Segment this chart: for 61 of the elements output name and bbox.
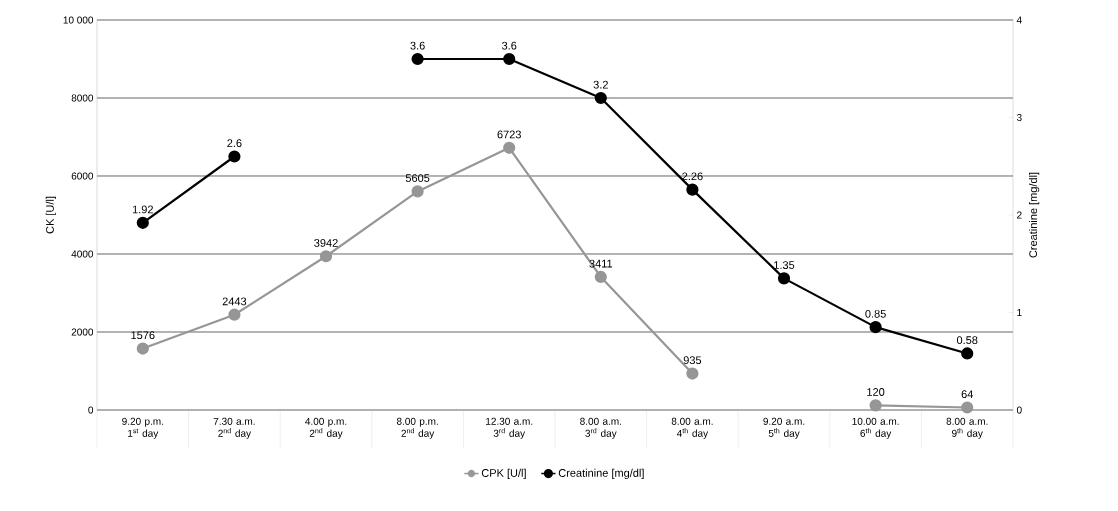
y-tick-label: 6000: [71, 172, 94, 180]
y2-tick-label: 3: [1016, 113, 1022, 122]
data-label: 0.85: [865, 309, 886, 318]
point: [503, 141, 516, 154]
y2-tick-label: 4: [1016, 16, 1022, 24]
y2-tick-label: 0: [1016, 406, 1022, 414]
point: [228, 150, 241, 163]
data-label: 1.92: [132, 205, 153, 214]
point: [777, 272, 791, 285]
data-label: 2.26: [682, 172, 703, 181]
data-label: 64: [961, 390, 973, 399]
y-axis-title: CK [U/l]: [45, 196, 57, 234]
y2-tick-label: 2: [1017, 211, 1022, 219]
y-tick-label: 8000: [71, 94, 94, 102]
point: [411, 52, 424, 66]
data-label: 2.6: [227, 139, 242, 148]
data-label: 3.6: [410, 41, 425, 50]
point: [686, 183, 699, 196]
point: [594, 91, 607, 105]
point: [319, 250, 333, 263]
point: [136, 216, 149, 229]
data-label: 935: [683, 356, 702, 365]
y2-tick-label: 1: [1017, 309, 1022, 316]
data-label: 1576: [131, 331, 155, 340]
y2-axis-title: Creatinine [mg/dl]: [1028, 172, 1040, 258]
data-label: 1.35: [774, 261, 795, 269]
point: [594, 270, 607, 284]
data-label: 3.6: [501, 41, 517, 50]
x-tick-label: 8.00 a.m. 4$^{th}$ day: [671, 417, 713, 439]
x-tick-label: 8.00 p.m. 2$^{nd}$ day: [396, 417, 438, 439]
point: [136, 342, 149, 355]
x-tick-label: 4.00 p.m. 2$^{nd}$ day: [305, 417, 347, 439]
x-tick-label: 12.30 a.m. 3$^{rd}$ day: [486, 417, 533, 439]
point: [686, 367, 699, 380]
x-tick-label: 7.30 a.m. 2$^{nd}$ day: [213, 417, 255, 439]
legend-label: Creatinine [mg/dl]: [558, 468, 644, 480]
point: [503, 52, 516, 66]
x-tick-label: 9.20 p.m. 1$^{st}$ day: [122, 417, 164, 439]
x-tick-label: 9.20 a.m. 5$^{th}$ day: [763, 417, 805, 439]
y-tick-label: 4000: [71, 250, 94, 258]
point: [869, 321, 882, 334]
y-tick-label: 10 000: [63, 16, 94, 24]
data-label: 6723: [497, 130, 521, 139]
point: [411, 185, 424, 198]
data-label: 0.58: [956, 336, 978, 345]
legend-label: CPK [U/l]: [481, 468, 526, 480]
point: [869, 399, 882, 412]
point: [228, 308, 241, 321]
data-label: 120: [867, 388, 885, 396]
data-label: 5605: [405, 174, 430, 182]
y-tick-label: 2000: [71, 328, 94, 336]
data-label: 3411: [589, 259, 613, 268]
point: [961, 401, 974, 414]
y-tick-label: 0: [88, 406, 94, 414]
data-label: 2443: [222, 297, 247, 306]
data-label: 3942: [314, 239, 338, 247]
x-tick-label: 8.00 a.m. 9$^{th}$ day: [946, 417, 988, 439]
data-label: 3.2: [593, 80, 608, 89]
x-tick-label: 10.00 a.m. 6$^{th}$ day: [852, 417, 899, 439]
point: [961, 347, 974, 360]
x-tick-label: 8.00 a.m. 3$^{rd}$ day: [580, 417, 622, 439]
